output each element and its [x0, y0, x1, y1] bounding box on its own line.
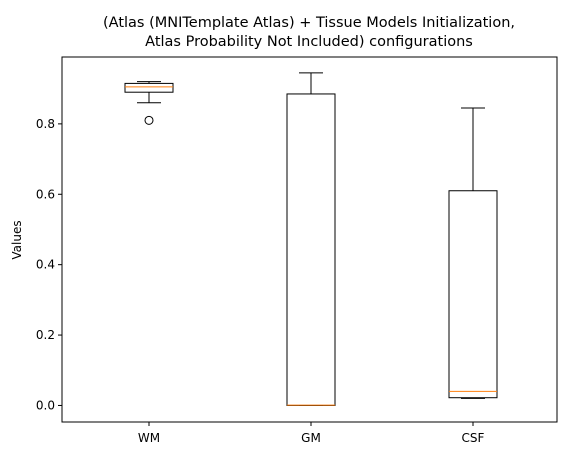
box-gm: [286, 93, 336, 406]
outlier-point-wm: [144, 115, 154, 125]
y-tick-label: 0.4: [36, 258, 55, 272]
y-tick-label: 0.8: [36, 117, 55, 131]
chart-marks: 0.0 0.2 0.4 0.6 0.8 WM GM CSF: [36, 72, 498, 445]
plot-area-frame: [61, 56, 558, 423]
y-tick-label: 0.2: [36, 328, 55, 342]
chart-title-line-2: Atlas Probability Not Included) configur…: [145, 34, 473, 50]
x-tick-label: WM: [138, 431, 160, 445]
y-tick-label: 0.6: [36, 187, 55, 201]
box-wm: [124, 82, 174, 93]
x-tick-label: CSF: [462, 431, 485, 445]
chart-title-line-1: (Atlas (MNITemplate Atlas) + Tissue Mode…: [103, 15, 515, 31]
y-tick-label: 0.0: [36, 398, 55, 412]
x-tick-label: GM: [301, 431, 321, 445]
y-axis-label: Values: [10, 220, 24, 259]
box-csf: [448, 190, 498, 399]
